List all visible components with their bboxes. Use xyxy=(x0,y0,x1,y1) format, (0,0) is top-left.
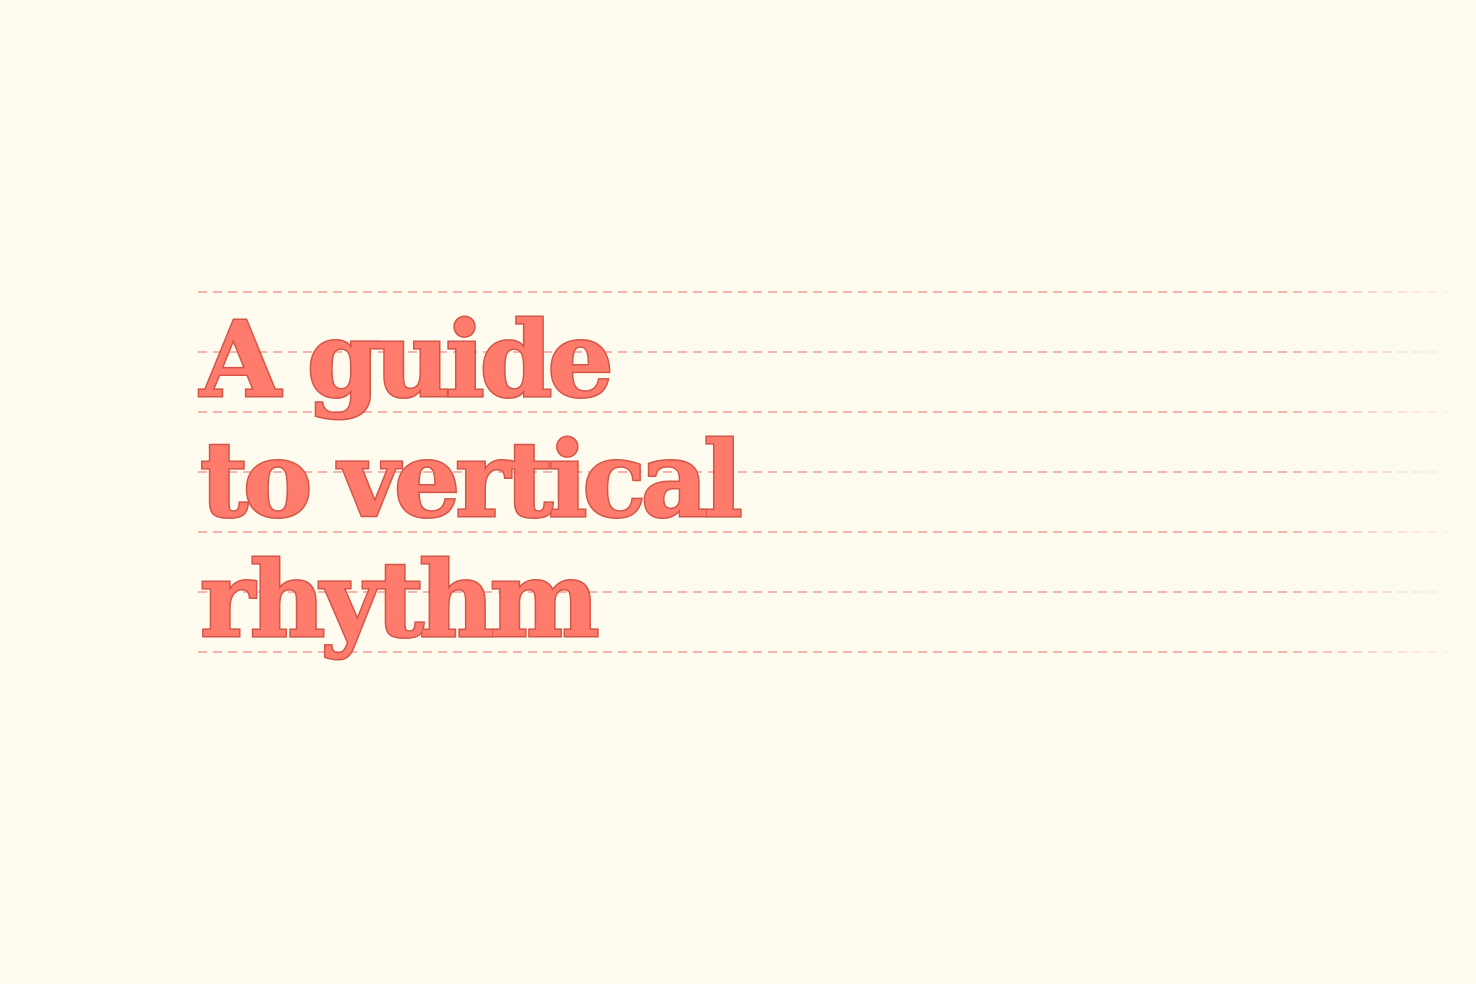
grid-line xyxy=(198,351,1464,353)
grid-line xyxy=(198,411,1464,413)
grid-line xyxy=(198,291,1464,293)
grid-line xyxy=(198,531,1464,533)
headline-line-3: rhythm xyxy=(199,538,602,661)
grid-line xyxy=(198,651,1464,653)
grid-line xyxy=(198,471,1464,473)
headline: A guide to vertical rhythm xyxy=(199,298,745,661)
headline-line-1: A guide xyxy=(199,298,616,421)
baseline-grid xyxy=(198,291,1464,671)
grid-line xyxy=(198,591,1464,593)
headline-line-2: to vertical xyxy=(199,418,745,541)
